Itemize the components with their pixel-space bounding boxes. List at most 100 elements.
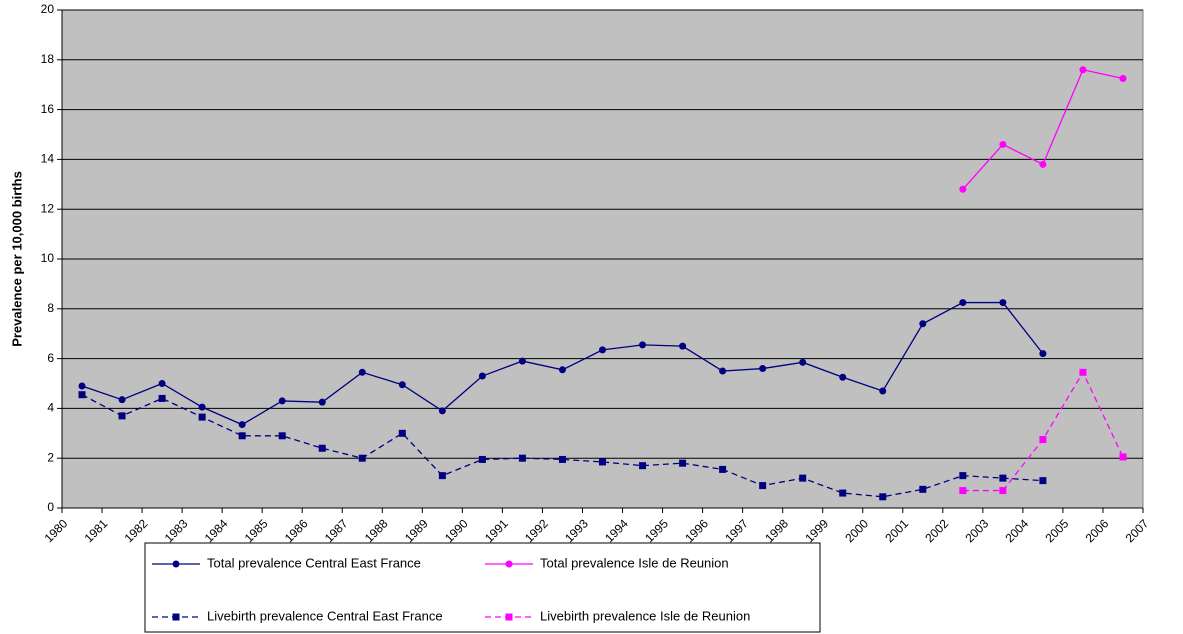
y-tick-label: 14 — [41, 152, 55, 166]
x-tick-label: 2004 — [1002, 516, 1031, 545]
point — [999, 487, 1007, 495]
x-tick-label: 2003 — [962, 516, 991, 545]
x-tick-label: 2000 — [842, 516, 871, 545]
point — [238, 432, 246, 440]
point — [919, 320, 927, 328]
legend: Total prevalence Central East France Tota… — [144, 542, 821, 633]
x-tick-label: 2005 — [1043, 516, 1072, 545]
point — [599, 458, 606, 466]
point — [158, 394, 166, 402]
point — [398, 381, 406, 389]
y-tick-label: 20 — [41, 2, 55, 16]
x-tick-label: 1999 — [802, 516, 831, 545]
y-tick-label: 10 — [41, 251, 55, 265]
x-tick-label: 1997 — [722, 516, 751, 545]
point — [959, 487, 967, 495]
x-tick-label: 1985 — [242, 516, 271, 545]
legend-marker — [505, 613, 513, 621]
x-tick-label: 1998 — [762, 516, 791, 545]
x-tick-label: 1986 — [282, 516, 311, 545]
y-tick-label: 8 — [47, 301, 54, 315]
point — [518, 454, 526, 462]
y-tick-label: 2 — [47, 450, 54, 464]
point — [959, 299, 967, 307]
legend-marker — [505, 560, 513, 568]
legend-box — [144, 542, 821, 633]
point — [158, 380, 166, 387]
x-tick-label: 1996 — [682, 516, 711, 545]
x-tick-label: 1990 — [442, 516, 471, 545]
point — [839, 489, 847, 497]
point — [518, 357, 526, 365]
point — [719, 465, 727, 473]
x-tick-label: 1983 — [162, 516, 191, 545]
y-tick-label: 0 — [47, 500, 54, 514]
point — [959, 472, 967, 480]
y-tick-label: 18 — [41, 52, 55, 66]
legend-label: Total prevalence Isle de Reunion — [540, 555, 729, 570]
x-tick-label: 1987 — [322, 516, 351, 545]
legend-marker — [172, 613, 180, 621]
x-tick-label: 1981 — [82, 516, 111, 545]
y-tick-label: 16 — [41, 102, 55, 116]
point — [78, 391, 86, 399]
point — [879, 493, 887, 501]
point — [1039, 350, 1047, 358]
x-tick-label: 2002 — [922, 516, 951, 545]
x-tick-label: 1991 — [482, 516, 511, 545]
point — [278, 397, 286, 405]
legend-label: Livebirth prevalence Central East France — [207, 608, 443, 623]
point — [198, 403, 206, 411]
point — [118, 396, 126, 404]
point — [78, 382, 86, 390]
legend-label: Total prevalence Central East France — [207, 555, 421, 570]
point — [318, 398, 326, 406]
point — [1039, 436, 1047, 444]
point — [118, 412, 126, 420]
point — [558, 455, 566, 463]
x-tick-label: 1992 — [522, 516, 551, 545]
point — [1039, 160, 1047, 168]
point — [358, 454, 366, 462]
x-tick-label: 1989 — [402, 516, 431, 545]
point — [719, 367, 727, 375]
point — [478, 372, 486, 380]
x-tick-label: 1995 — [642, 516, 671, 545]
legend-marker — [172, 560, 180, 568]
point — [1119, 74, 1127, 82]
point — [398, 429, 406, 437]
point — [679, 459, 687, 467]
point — [558, 366, 566, 374]
point — [1119, 453, 1127, 461]
point — [999, 140, 1007, 148]
point — [438, 407, 446, 415]
x-tick-label: 2007 — [1123, 516, 1152, 545]
point — [799, 358, 807, 366]
point — [1079, 368, 1087, 376]
point — [839, 373, 847, 381]
point — [759, 482, 767, 490]
point — [358, 368, 366, 376]
point — [639, 341, 647, 349]
x-tick-label: 2001 — [882, 516, 911, 545]
point — [438, 472, 446, 480]
legend-label: Livebirth prevalence Isle de Reunion — [540, 608, 750, 623]
point — [879, 387, 887, 395]
x-tick-label: 1984 — [202, 516, 231, 545]
point — [599, 346, 606, 354]
point — [799, 474, 807, 482]
point — [478, 455, 486, 463]
y-tick-label: 4 — [47, 401, 54, 415]
point — [999, 299, 1007, 307]
x-tick-label: 1982 — [122, 516, 151, 545]
x-tick-label: 1988 — [362, 516, 391, 545]
point — [198, 413, 206, 421]
point — [999, 474, 1007, 482]
point — [679, 342, 687, 350]
point — [639, 462, 647, 470]
x-tick-label: 1993 — [562, 516, 591, 545]
point — [238, 421, 246, 429]
y-tick-label: 6 — [47, 351, 54, 365]
point — [959, 185, 967, 193]
